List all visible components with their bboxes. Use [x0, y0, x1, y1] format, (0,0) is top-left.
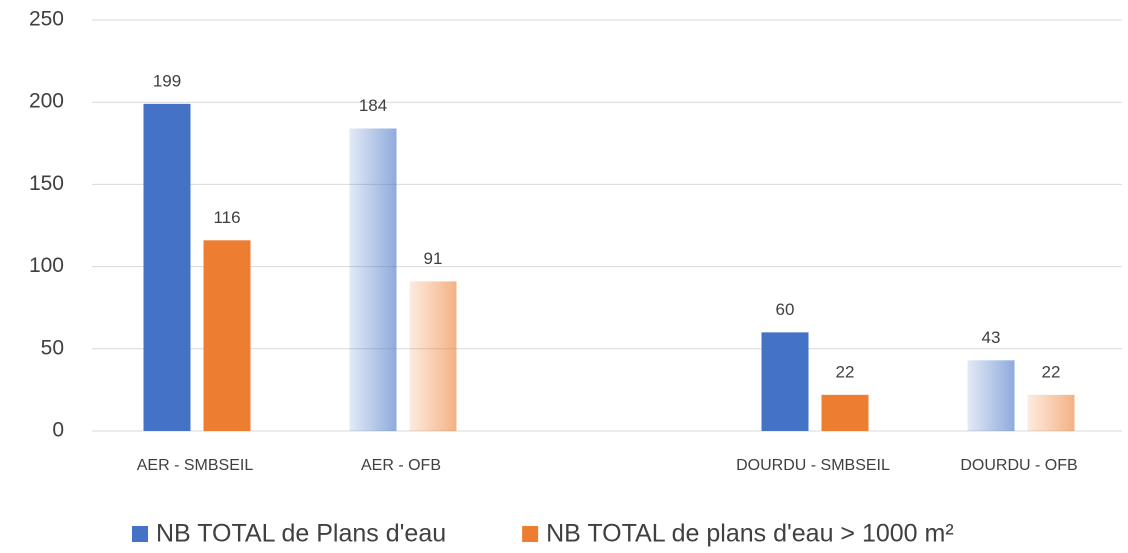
data-label: 91: [424, 249, 443, 268]
data-label: 199: [153, 71, 181, 90]
x-tick-label: DOURDU - SMBSEIL: [736, 457, 890, 474]
y-tick-label: 250: [29, 8, 64, 31]
bar: [761, 332, 809, 431]
data-label: 43: [982, 328, 1001, 347]
x-tick-label: AER - OFB: [361, 457, 441, 474]
data-label: 116: [213, 208, 240, 227]
data-label: 60: [776, 300, 795, 319]
y-tick-label: 100: [29, 254, 64, 277]
y-tick-label: 0: [52, 419, 64, 442]
bar: [203, 240, 251, 431]
data-label: 22: [1042, 362, 1061, 381]
x-tick-label: AER - SMBSEIL: [137, 457, 254, 474]
bar: [409, 281, 457, 431]
x-tick-label: DOURDU - OFB: [960, 457, 1077, 474]
y-tick-label: 150: [29, 172, 64, 195]
data-label: 22: [836, 362, 855, 381]
legend-label: NB TOTAL de Plans d'eau: [156, 520, 446, 548]
legend-swatch: [522, 526, 539, 542]
bar: [143, 103, 191, 432]
bar: [967, 360, 1015, 431]
y-tick-label: 50: [41, 336, 64, 359]
legend-swatch: [132, 526, 148, 542]
legend-label: NB TOTAL de plans d'eau > 1000 m²: [546, 520, 954, 548]
bar: [821, 394, 869, 431]
y-tick-label: 200: [29, 90, 64, 113]
bar: [1027, 394, 1075, 431]
data-label: 184: [359, 96, 387, 115]
bar: [349, 128, 397, 431]
